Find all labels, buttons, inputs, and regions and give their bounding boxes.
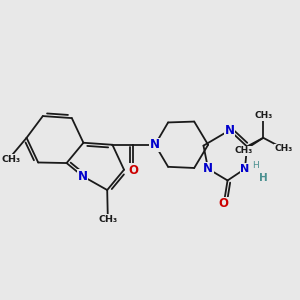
Text: N: N — [240, 164, 250, 174]
Text: H: H — [259, 172, 268, 183]
Text: CH₃: CH₃ — [274, 144, 293, 153]
Text: CH₃: CH₃ — [254, 111, 272, 120]
Text: CH₃: CH₃ — [234, 146, 253, 155]
Text: CH₃: CH₃ — [1, 155, 20, 164]
Text: N: N — [150, 138, 160, 151]
Text: N: N — [225, 124, 235, 137]
Text: N: N — [77, 169, 88, 183]
Text: O: O — [128, 164, 138, 177]
Text: CH₃: CH₃ — [98, 214, 117, 224]
Text: O: O — [219, 197, 229, 210]
Text: N: N — [203, 162, 213, 176]
Text: H: H — [252, 161, 259, 170]
